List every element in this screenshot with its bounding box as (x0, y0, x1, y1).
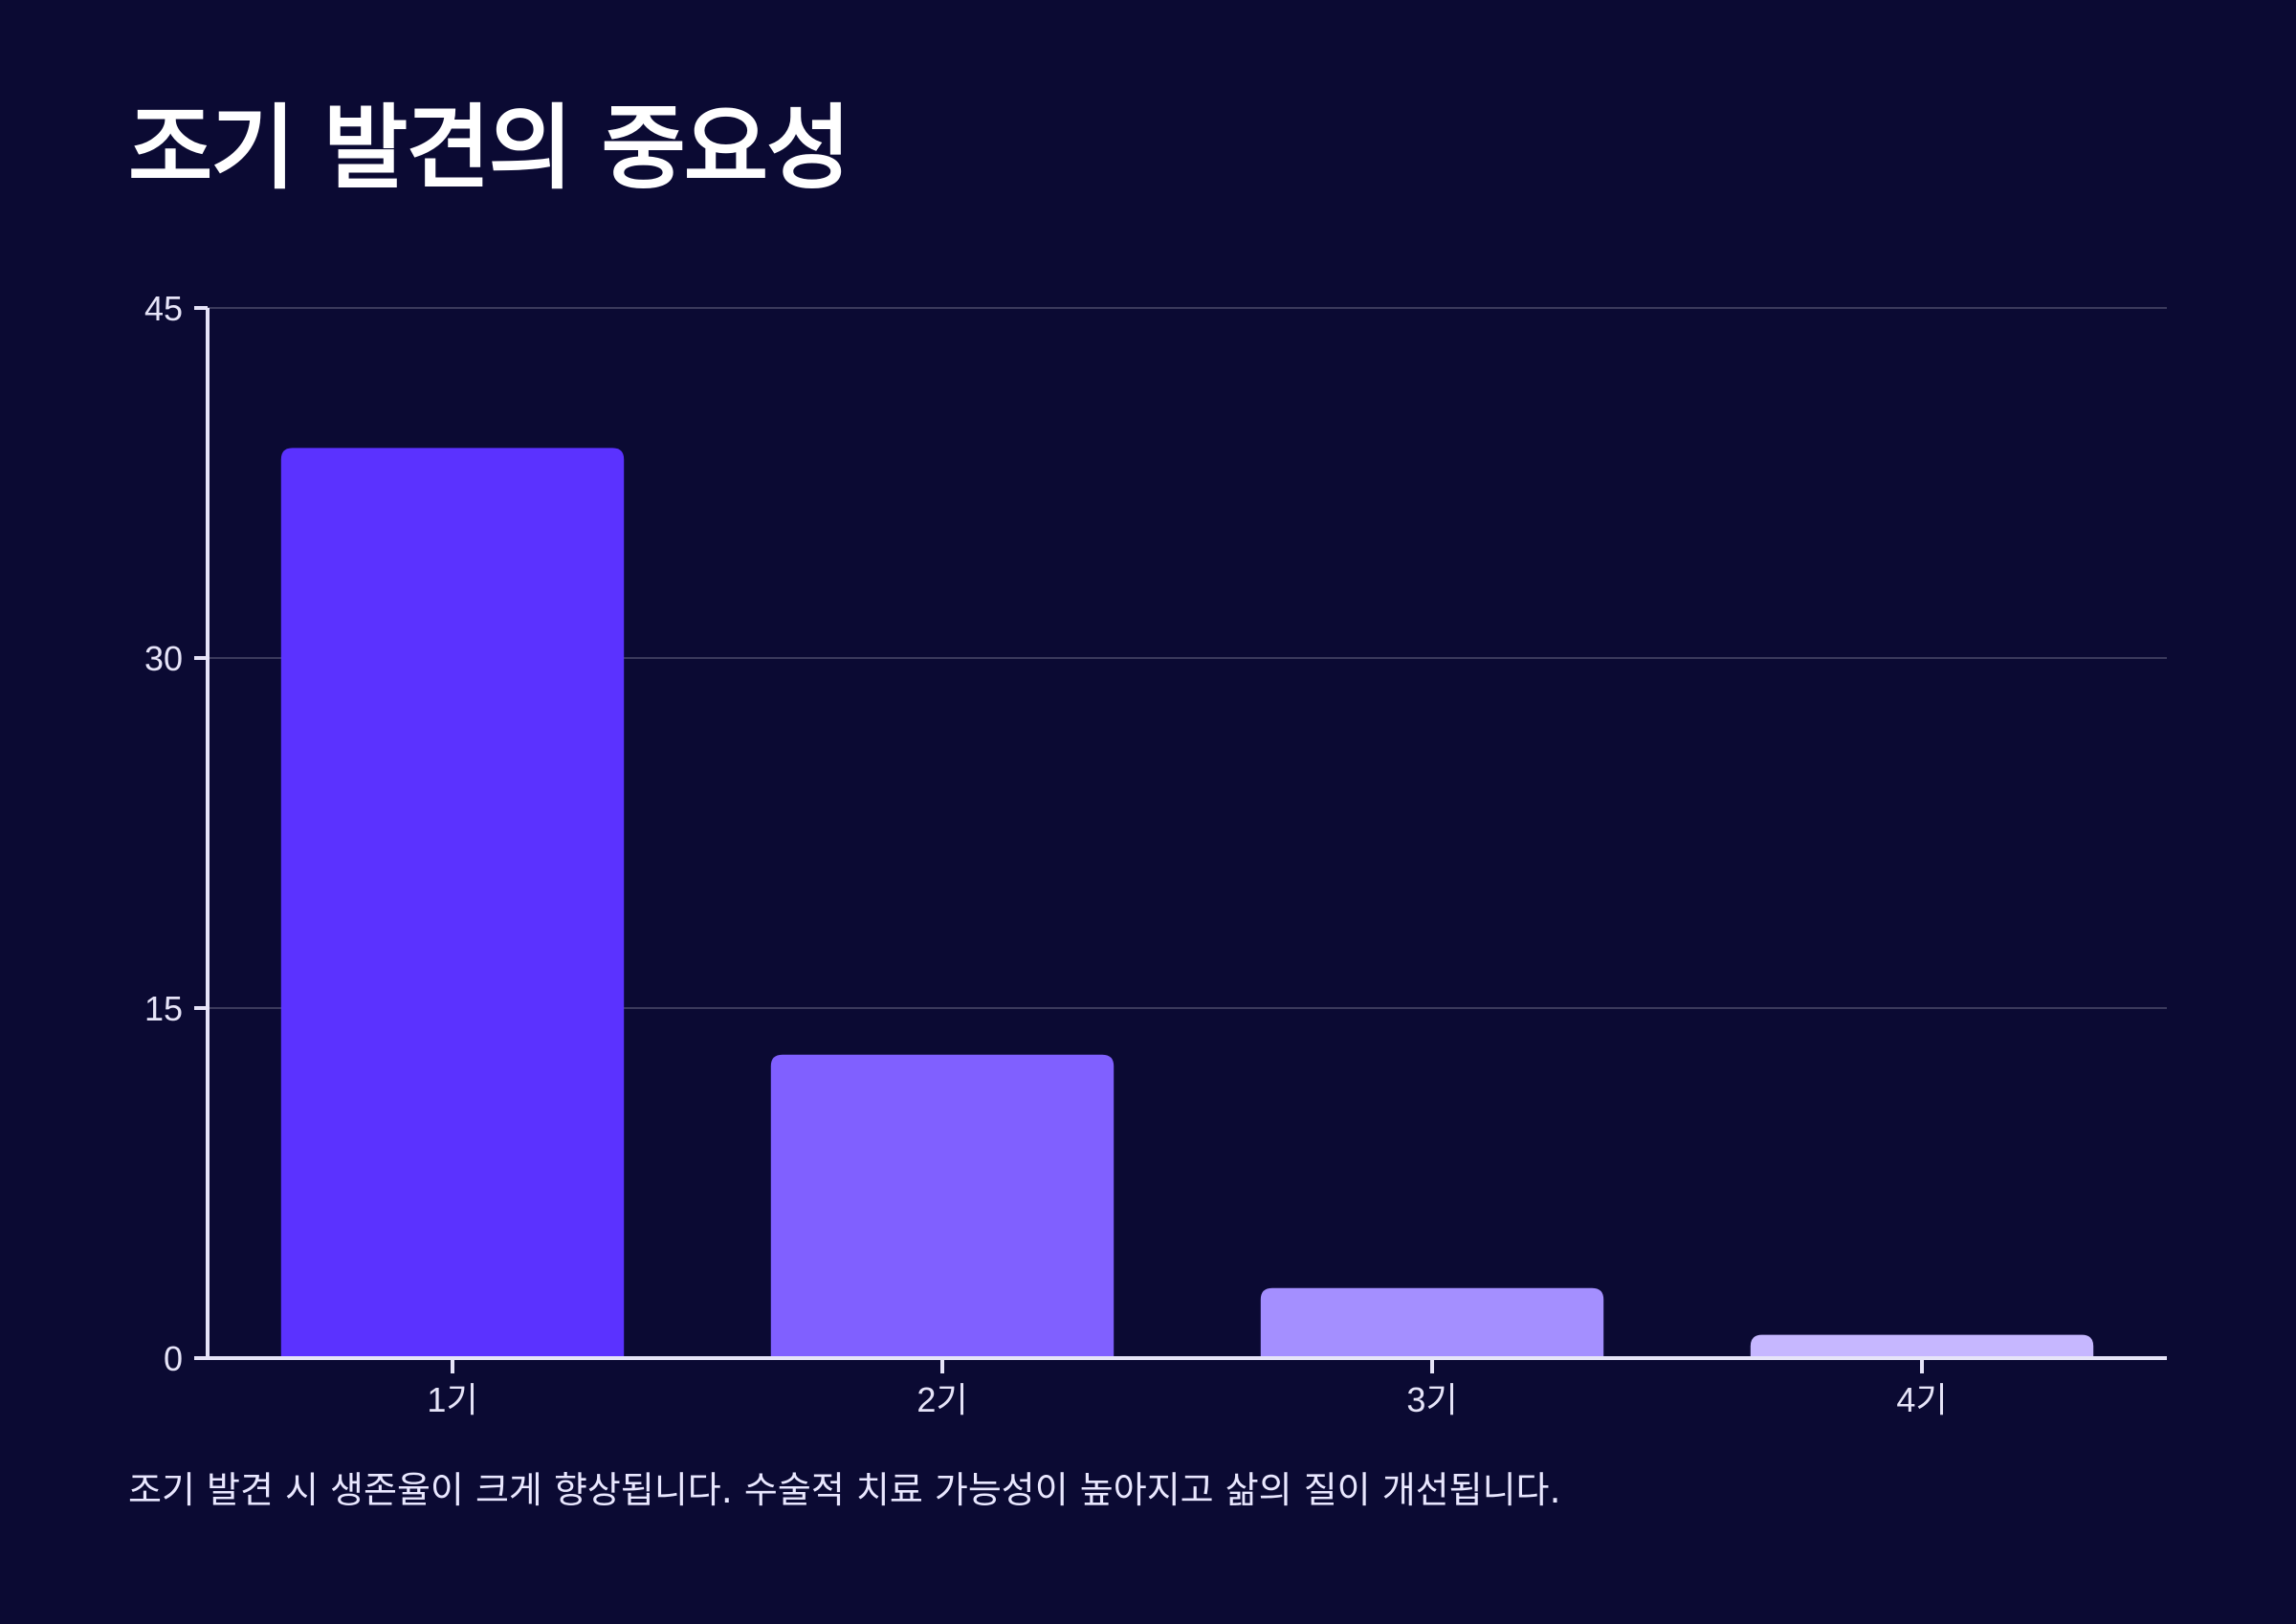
bar-2 (770, 1054, 1115, 1358)
bars (280, 448, 2094, 1358)
chart-caption: 조기 발견 시 생존율이 크게 향상됩니다. 수술적 치료 가능성이 높아지고 … (128, 1469, 1561, 1511)
x-tick-label: 2기 (916, 1380, 967, 1419)
x-tick-label: 1기 (427, 1380, 477, 1419)
bar-3 (1260, 1287, 1604, 1358)
bar-1 (280, 448, 625, 1358)
x-tick-label: 4기 (1896, 1380, 1947, 1419)
y-tick-label: 30 (144, 639, 183, 678)
y-tick-label: 0 (164, 1339, 183, 1378)
x-tick-label: 3기 (1406, 1380, 1457, 1419)
chart-title: 조기 발견의 중요성 (128, 95, 850, 202)
bar-4 (1750, 1334, 2094, 1358)
y-tick-label: 15 (144, 989, 183, 1028)
axes (194, 306, 2167, 1373)
y-tick-label: 45 (144, 289, 183, 328)
tick-labels: 0 15 30 45 1기 2기 3기 4기 (144, 289, 1948, 1419)
